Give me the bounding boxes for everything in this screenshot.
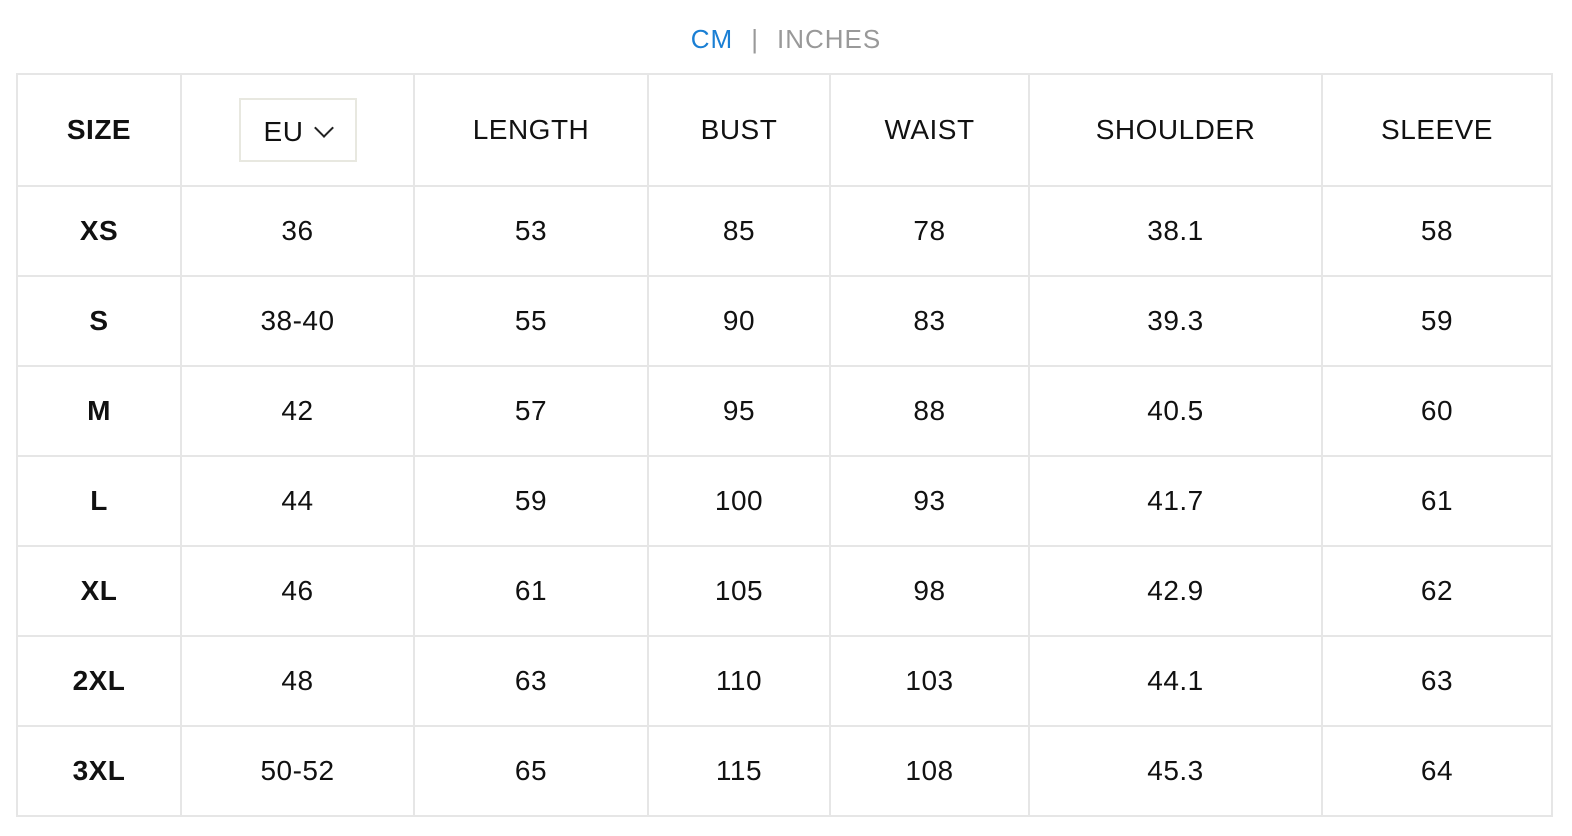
cell-length: 55 xyxy=(413,275,649,367)
cell-eu: 42 xyxy=(180,365,415,457)
cell-shoulder: 39.3 xyxy=(1028,275,1323,367)
unit-toggle: CM | INCHES xyxy=(0,22,1572,55)
cell-sleeve: 63 xyxy=(1321,635,1553,727)
header-length: LENGTH xyxy=(413,73,649,187)
cell-bust: 95 xyxy=(647,365,831,457)
table-row: 2XL 48 63 110 103 44.1 63 xyxy=(16,635,1553,727)
cell-bust: 85 xyxy=(647,185,831,277)
cell-size: M xyxy=(16,365,182,457)
cell-length: 65 xyxy=(413,725,649,817)
cell-sleeve: 60 xyxy=(1321,365,1553,457)
cell-length: 53 xyxy=(413,185,649,277)
cell-eu: 46 xyxy=(180,545,415,637)
cell-bust: 90 xyxy=(647,275,831,367)
cell-size: 2XL xyxy=(16,635,182,727)
unit-cm-tab[interactable]: CM xyxy=(690,23,734,54)
header-region: EU xyxy=(180,73,415,187)
cell-sleeve: 64 xyxy=(1321,725,1553,817)
cell-size: L xyxy=(16,455,182,547)
table-row: S 38-40 55 90 83 39.3 59 xyxy=(16,275,1553,367)
table-row: L 44 59 100 93 41.7 61 xyxy=(16,455,1553,547)
cell-length: 63 xyxy=(413,635,649,727)
cell-bust: 100 xyxy=(647,455,831,547)
chevron-down-icon xyxy=(314,118,335,138)
cell-bust: 115 xyxy=(647,725,831,817)
table-row: XS 36 53 85 78 38.1 58 xyxy=(16,185,1553,277)
header-row: SIZE EU LENGTH BUST WAIST SHOULDER SLEEV… xyxy=(16,73,1553,187)
table-row: 3XL 50-52 65 115 108 45.3 64 xyxy=(16,725,1553,817)
cell-shoulder: 38.1 xyxy=(1028,185,1323,277)
cell-bust: 105 xyxy=(647,545,831,637)
cell-bust: 110 xyxy=(647,635,831,727)
cell-waist: 103 xyxy=(829,635,1030,727)
cell-size: 3XL xyxy=(16,725,182,817)
header-waist: WAIST xyxy=(829,73,1030,187)
cell-eu: 44 xyxy=(180,455,415,547)
cell-size: S xyxy=(16,275,182,367)
region-select[interactable]: EU xyxy=(238,98,357,162)
header-sleeve: SLEEVE xyxy=(1321,73,1553,187)
cell-sleeve: 61 xyxy=(1321,455,1553,547)
cell-length: 61 xyxy=(413,545,649,637)
cell-eu: 50-52 xyxy=(180,725,415,817)
cell-size: XL xyxy=(16,545,182,637)
table-row: XL 46 61 105 98 42.9 62 xyxy=(16,545,1553,637)
cell-sleeve: 59 xyxy=(1321,275,1553,367)
cell-length: 57 xyxy=(413,365,649,457)
cell-eu: 36 xyxy=(180,185,415,277)
header-size: SIZE xyxy=(16,73,182,187)
cell-waist: 83 xyxy=(829,275,1030,367)
cell-eu: 38-40 xyxy=(180,275,415,367)
header-shoulder: SHOULDER xyxy=(1028,73,1323,187)
size-chart-table: SIZE EU LENGTH BUST WAIST SHOULDER SLEEV… xyxy=(16,73,1553,817)
cell-shoulder: 42.9 xyxy=(1028,545,1323,637)
unit-inches-tab[interactable]: INCHES xyxy=(776,23,882,54)
region-select-value: EU xyxy=(263,116,304,147)
cell-eu: 48 xyxy=(180,635,415,727)
cell-sleeve: 58 xyxy=(1321,185,1553,277)
cell-length: 59 xyxy=(413,455,649,547)
cell-waist: 98 xyxy=(829,545,1030,637)
header-bust: BUST xyxy=(647,73,831,187)
cell-shoulder: 45.3 xyxy=(1028,725,1323,817)
cell-waist: 88 xyxy=(829,365,1030,457)
cell-sleeve: 62 xyxy=(1321,545,1553,637)
table-row: M 42 57 95 88 40.5 60 xyxy=(16,365,1553,457)
cell-shoulder: 44.1 xyxy=(1028,635,1323,727)
cell-waist: 93 xyxy=(829,455,1030,547)
unit-separator: | xyxy=(751,23,759,54)
cell-size: XS xyxy=(16,185,182,277)
cell-shoulder: 40.5 xyxy=(1028,365,1323,457)
cell-waist: 108 xyxy=(829,725,1030,817)
cell-shoulder: 41.7 xyxy=(1028,455,1323,547)
cell-waist: 78 xyxy=(829,185,1030,277)
